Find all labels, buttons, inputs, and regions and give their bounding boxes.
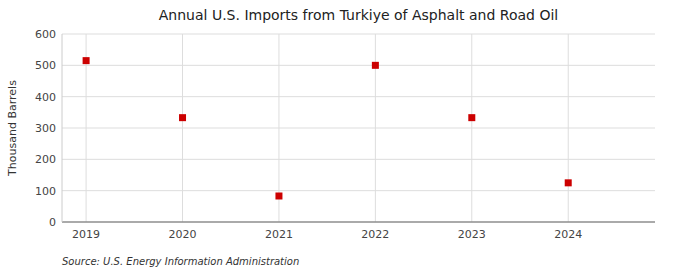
y-tick-label: 500 [35,59,56,72]
y-grid-line [62,190,655,191]
point [179,114,186,121]
y-axis-label: Thousand Barrels [6,80,19,177]
point [468,114,475,121]
y-axis-line [62,34,63,222]
y-tick-label: 0 [49,216,56,229]
x-tick-label: 2021 [265,228,293,241]
point [275,192,282,199]
ticks: 0 100 200 300 400 500 600 2019 2020 2021 2022 2023 2… [35,28,582,241]
point [83,57,90,64]
y-grid-line [62,222,655,223]
x-grid-line [182,34,183,222]
background [0,0,675,275]
x-axis-line [62,222,655,223]
point [565,179,572,186]
x-tick-label: 2024 [554,228,582,241]
x-grid-line [568,34,569,222]
y-grid-line [62,96,655,97]
y-grid-line [62,34,655,35]
x-tick-label: 2020 [169,228,197,241]
y-grid-line [62,159,655,160]
grid [62,34,655,222]
y-tick-label: 200 [35,153,56,166]
y-tick-label: 100 [35,185,56,198]
x-tick-label: 2019 [72,228,100,241]
title: Annual U.S. Imports from Turkiye of Asph… [159,7,558,23]
chart: 0 100 200 300 400 500 600 2019 2020 2021 2022 2023 2… [0,0,675,275]
y-tick-label: 600 [35,28,56,41]
y-grid-line [62,128,655,129]
point [372,62,379,69]
x-tick-label: 2022 [361,228,389,241]
chart-container: 0 100 200 300 400 500 600 2019 2020 2021 2022 2023 2… [0,0,675,275]
y-tick-label: 400 [35,91,56,104]
y-grid-line [62,65,655,66]
points [83,57,572,199]
x-tick-label: 2023 [458,228,486,241]
y-tick-label: 300 [35,122,56,135]
source-note: Source: U.S. Energy Information Administ… [62,256,299,267]
x-grid-line [471,34,472,222]
